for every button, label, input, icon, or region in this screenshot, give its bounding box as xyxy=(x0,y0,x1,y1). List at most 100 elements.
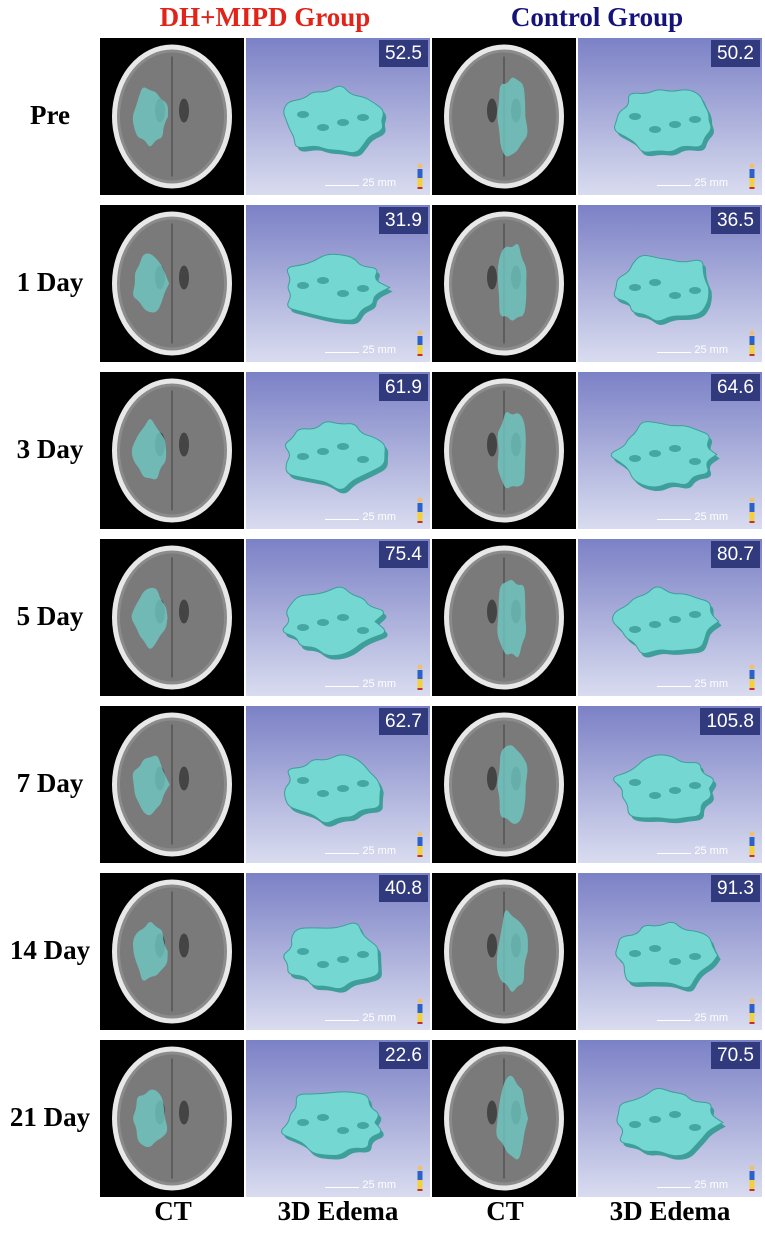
scale-bar: 25 mm xyxy=(325,1012,396,1024)
scale-bar-line xyxy=(325,849,360,854)
scale-bar-line xyxy=(657,348,692,353)
row-label: Pre xyxy=(30,99,70,130)
orientation-figure-icon xyxy=(749,163,755,189)
orientation-figure-icon xyxy=(749,998,755,1024)
edema-3d-render: 75.4 25 mm xyxy=(246,539,430,696)
orientation-figure-icon xyxy=(749,330,755,356)
ct-slice-graphic xyxy=(112,211,232,356)
scale-bar-line xyxy=(657,181,692,186)
edema-model-shape xyxy=(615,921,719,989)
edema-model-shape xyxy=(612,586,720,655)
edema-overlay xyxy=(132,921,168,981)
scale-bar: 25 mm xyxy=(657,344,728,356)
edema-volume-badge: 31.9 xyxy=(379,207,428,234)
edema-model-shape xyxy=(284,754,382,824)
scale-bar-label: 25 mm xyxy=(362,1179,396,1191)
edema-model-graphic xyxy=(616,1087,726,1160)
column-label-ct-control: CT xyxy=(486,1196,524,1226)
edema-model-shape xyxy=(283,85,384,154)
edema-model-shape xyxy=(283,922,380,990)
scale-bar: 25 mm xyxy=(325,1179,396,1191)
edema-overlay xyxy=(133,1089,168,1148)
orientation-figure-icon xyxy=(417,163,423,189)
scale-bar-line xyxy=(657,849,692,854)
edema-overlay xyxy=(497,411,526,489)
orientation-figure-icon xyxy=(417,497,423,523)
ct-slice-graphic xyxy=(444,44,564,189)
ct-scan-image xyxy=(432,372,576,529)
edema-model-graphic xyxy=(282,586,388,660)
ct-scan-image xyxy=(100,706,244,863)
edema-volume-badge: 80.7 xyxy=(711,541,760,568)
edema-volume-badge: 75.4 xyxy=(379,541,428,568)
edema-model-shape xyxy=(286,253,391,321)
edema-volume-badge: 62.7 xyxy=(379,708,428,735)
scale-bar: 25 mm xyxy=(657,511,728,523)
scale-bar: 25 mm xyxy=(657,177,728,189)
column-label-ct-dh: CT xyxy=(154,1196,192,1226)
edema-3d-render: 52.5 25 mm xyxy=(246,38,430,195)
edema-model-graphic xyxy=(615,921,721,992)
scale-bar: 25 mm xyxy=(325,678,396,690)
orientation-figure-icon xyxy=(417,998,423,1024)
ct-scan-image xyxy=(432,205,576,362)
scale-bar-line xyxy=(325,1183,360,1188)
edema-overlay xyxy=(497,580,527,658)
edema-overlay xyxy=(132,755,170,816)
scale-bar: 25 mm xyxy=(325,845,396,857)
row-label: 1 Day xyxy=(16,266,84,297)
edema-3d-render: 62.7 25 mm xyxy=(246,706,430,863)
edema-3d-render: 61.9 25 mm xyxy=(246,372,430,529)
edema-3d-render: 36.5 25 mm xyxy=(578,205,762,362)
scale-bar-line xyxy=(657,1016,692,1021)
edema-3d-render: 50.2 25 mm xyxy=(578,38,762,195)
scale-bar-line xyxy=(325,348,360,353)
scale-bar-label: 25 mm xyxy=(694,1179,728,1191)
orientation-figure-icon xyxy=(749,664,755,690)
scale-bar: 25 mm xyxy=(657,678,728,690)
edema-model-graphic xyxy=(284,754,384,827)
edema-model-shape xyxy=(285,421,386,490)
row-label: 21 Day xyxy=(9,1101,91,1132)
scale-bar-label: 25 mm xyxy=(362,1012,396,1024)
scale-bar-line xyxy=(657,1183,692,1188)
edema-overlay xyxy=(496,1075,529,1160)
edema-overlay xyxy=(497,77,528,157)
edema-3d-render: 22.6 25 mm xyxy=(246,1040,430,1197)
edema-model-shape xyxy=(614,89,712,153)
scale-bar: 25 mm xyxy=(657,845,728,857)
scale-bar-label: 25 mm xyxy=(362,177,396,189)
row-label: 3 Day xyxy=(16,433,84,464)
edema-model-shape xyxy=(282,586,386,657)
ct-slice-graphic xyxy=(112,545,232,690)
scale-bar-label: 25 mm xyxy=(362,845,396,857)
row-label: 5 Day xyxy=(16,600,84,631)
edema-model-shape xyxy=(613,255,710,322)
edema-model-graphic xyxy=(283,85,387,157)
edema-model-graphic xyxy=(610,421,720,491)
edema-volume-badge: 105.8 xyxy=(700,708,760,735)
edema-volume-badge: 91.3 xyxy=(711,875,760,902)
scale-bar: 25 mm xyxy=(325,344,396,356)
edema-model-shape xyxy=(610,421,718,488)
ct-scan-image xyxy=(432,1040,576,1197)
ct-scan-image xyxy=(432,539,576,696)
edema-3d-render: 64.6 25 mm xyxy=(578,372,762,529)
scale-bar-label: 25 mm xyxy=(694,845,728,857)
scale-bar-line xyxy=(325,515,360,520)
column-label-3d-edema-dh: 3D Edema xyxy=(277,1196,399,1226)
scale-bar: 25 mm xyxy=(657,1179,728,1191)
scale-bar-label: 25 mm xyxy=(694,344,728,356)
edema-model-shape xyxy=(616,1087,724,1157)
edema-model-shape xyxy=(281,1091,382,1157)
column-label-3d-edema-control: 3D Edema xyxy=(609,1196,731,1226)
ct-scan-image xyxy=(432,873,576,1030)
ct-slice-graphic xyxy=(444,1046,564,1191)
scale-bar-line xyxy=(325,1016,360,1021)
row-label: 14 Day xyxy=(9,934,91,965)
edema-3d-render: 40.8 25 mm xyxy=(246,873,430,1030)
edema-overlay xyxy=(131,419,167,480)
edema-overlay xyxy=(131,587,168,649)
ct-slice-graphic xyxy=(112,378,232,523)
edema-3d-render: 70.5 25 mm xyxy=(578,1040,762,1197)
